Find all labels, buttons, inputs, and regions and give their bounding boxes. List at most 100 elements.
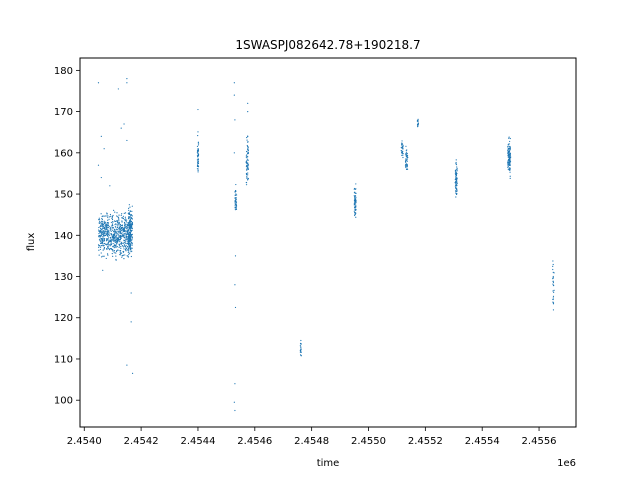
data-point: [120, 236, 122, 238]
data-point: [104, 228, 107, 230]
data-point: [109, 247, 112, 250]
data-point: [234, 383, 236, 385]
data-point: [300, 347, 302, 349]
data-point: [109, 240, 112, 242]
data-point: [110, 215, 112, 217]
data-point: [235, 201, 238, 203]
data-point: [117, 222, 119, 224]
data-point: [116, 239, 118, 241]
data-point: [247, 166, 249, 168]
data-point: [107, 223, 109, 225]
data-point: [247, 159, 249, 161]
data-point: [456, 169, 458, 171]
x-axis-offset-label: 1e6: [557, 458, 576, 469]
data-point: [119, 239, 121, 241]
data-point: [119, 251, 121, 253]
data-point: [456, 182, 458, 184]
data-point: [128, 207, 130, 209]
data-point: [120, 232, 122, 234]
data-point: [404, 160, 407, 163]
data-point: [245, 184, 248, 186]
data-point: [120, 252, 123, 254]
data-point: [354, 212, 356, 214]
data-point: [111, 217, 113, 220]
data-point: [353, 203, 355, 205]
data-point: [235, 194, 238, 196]
data-point: [552, 290, 554, 292]
data-point: [97, 229, 100, 231]
data-point: [113, 234, 116, 236]
data-point: [131, 244, 133, 246]
y-tick-label: 160: [54, 148, 73, 159]
data-point: [552, 283, 554, 285]
data-point: [118, 246, 120, 248]
data-point: [508, 168, 511, 170]
data-point: [197, 171, 199, 173]
data-point: [111, 234, 113, 236]
data-point: [127, 251, 129, 253]
data-point: [103, 148, 105, 150]
data-point: [129, 232, 131, 234]
data-point: [122, 234, 124, 237]
data-point: [123, 228, 125, 230]
data-point: [118, 221, 120, 223]
data-point: [108, 240, 110, 242]
data-point: [105, 240, 108, 242]
data-point: [104, 223, 106, 225]
data-point: [246, 160, 248, 162]
data-point: [454, 181, 456, 184]
data-point: [117, 233, 120, 235]
data-point: [456, 180, 458, 182]
data-point: [121, 221, 123, 223]
data-point: [299, 350, 301, 352]
data-point: [406, 152, 408, 155]
data-point: [129, 231, 131, 233]
data-point: [354, 191, 356, 193]
data-point: [99, 245, 101, 247]
data-point: [124, 242, 127, 244]
data-point: [114, 232, 116, 234]
data-point: [235, 198, 237, 200]
data-point: [107, 243, 109, 245]
chart-title: 1SWASPJ082642.78+190218.7: [235, 38, 420, 52]
data-point: [102, 224, 104, 227]
data-point: [103, 226, 106, 228]
x-tick-label: 2.4552: [408, 436, 443, 447]
data-point: [112, 255, 114, 257]
data-point: [130, 234, 132, 236]
data-point: [106, 229, 108, 231]
data-point: [402, 154, 404, 156]
data-point: [197, 158, 199, 160]
data-point: [113, 247, 115, 249]
data-point: [102, 236, 104, 238]
data-point: [123, 257, 125, 260]
data-point: [406, 164, 408, 166]
data-point: [124, 246, 127, 248]
data-point: [103, 239, 105, 241]
data-point: [455, 171, 457, 173]
data-point: [406, 160, 408, 163]
data-point: [552, 265, 554, 267]
data-point: [354, 203, 356, 205]
data-point: [98, 249, 100, 251]
data-point: [101, 242, 103, 244]
data-point: [121, 213, 123, 215]
data-point: [111, 225, 113, 227]
data-point: [107, 215, 109, 217]
data-point: [111, 239, 114, 241]
data-point: [247, 148, 249, 150]
data-point: [118, 245, 121, 247]
data-point: [400, 146, 402, 149]
data-point: [455, 184, 458, 186]
data-point: [246, 154, 248, 156]
data-point: [130, 244, 132, 247]
plot-background: [80, 58, 576, 427]
data-point: [234, 201, 236, 203]
data-point: [124, 245, 126, 247]
data-point: [355, 212, 357, 215]
data-point: [131, 236, 133, 238]
data-point: [112, 237, 114, 239]
data-point: [129, 214, 132, 216]
data-point: [128, 250, 130, 252]
x-tick-label: 2.4540: [67, 436, 102, 447]
